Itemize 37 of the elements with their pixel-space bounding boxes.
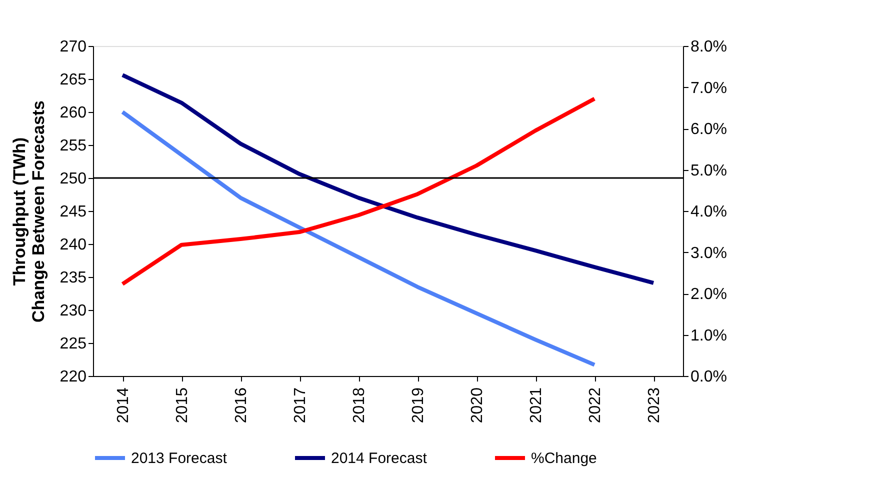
legend-label: 2014 Forecast <box>331 450 428 467</box>
y2-tick-label: 1.0% <box>690 327 727 344</box>
y-tick-label: 255 <box>60 138 87 154</box>
y2-tick-label: 0.0% <box>690 368 727 386</box>
line-series <box>120 110 596 367</box>
y-tick-label: 245 <box>60 204 87 220</box>
line-series <box>120 73 656 285</box>
y2-tick-label: 4.0% <box>690 204 727 220</box>
y-tick-label: 260 <box>60 104 87 122</box>
y-tick-label: 230 <box>60 302 87 320</box>
x-tick-label: 2016 <box>233 387 250 424</box>
y-tick-label: 250 <box>60 170 87 188</box>
x-tick-label: 2020 <box>469 387 486 424</box>
y-tick-label: 235 <box>60 270 87 286</box>
y-tick-label: 240 <box>60 236 87 254</box>
y-tick-label: 220 <box>60 368 87 386</box>
line-series <box>120 96 596 286</box>
x-tick-label: 2022 <box>587 387 604 424</box>
y-tick-label: 225 <box>60 336 87 352</box>
x-tick-label: 2019 <box>410 387 427 424</box>
y2-tick-label: 6.0% <box>690 121 727 138</box>
y2-tick-label: 8.0% <box>690 38 727 56</box>
x-tick-label: 2014 <box>115 387 132 424</box>
x-tick-label: 2023 <box>646 387 663 424</box>
y-tick-label: 270 <box>60 38 87 56</box>
legend-label: %Change <box>531 450 597 467</box>
x-tick-label: 2018 <box>351 387 368 424</box>
y2-tick-label: 2.0% <box>690 286 727 303</box>
y-axis-title: Throughput (TWh) Change Between Forecasts <box>10 100 48 323</box>
y2-tick-label: 7.0% <box>690 80 727 97</box>
y-tick-label: 265 <box>60 72 87 88</box>
x-tick-label: 2017 <box>292 387 309 424</box>
legend-label: 2013 Forecast <box>131 450 228 467</box>
y2-tick-label: 5.0% <box>690 162 727 180</box>
x-tick-label: 2015 <box>174 387 191 424</box>
x-tick-label: 2021 <box>528 387 545 424</box>
y2-tick-label: 3.0% <box>690 244 727 262</box>
